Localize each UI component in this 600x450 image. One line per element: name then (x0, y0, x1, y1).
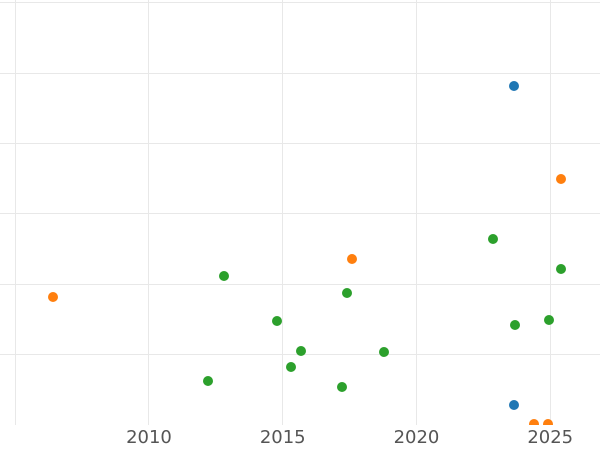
y-gridline (0, 213, 600, 215)
x-tick-label: 2020 (393, 427, 440, 448)
scatter-point-series-green (218, 270, 229, 281)
y-gridline (0, 143, 600, 145)
scatter-point-series-blue (509, 400, 520, 411)
scatter-point-series-green (555, 263, 566, 274)
y-gridline (0, 283, 600, 285)
x-tick-label: 2025 (527, 427, 574, 448)
scatter-point-series-green (341, 287, 352, 298)
scatter-point-series-green (379, 346, 390, 357)
plot-area (0, 0, 600, 425)
x-tick-label: 2015 (259, 427, 306, 448)
x-gridline (415, 0, 417, 425)
x-gridline (14, 0, 16, 425)
scatter-point-series-blue (509, 80, 520, 91)
scatter-point-series-orange (542, 419, 553, 425)
scatter-point-series-green (543, 315, 554, 326)
scatter-point-series-orange (347, 253, 358, 264)
y-gridline (0, 72, 600, 74)
scatter-point-series-orange (555, 173, 566, 184)
scatter-point-series-orange (47, 291, 58, 302)
scatter-point-series-green (202, 375, 213, 386)
scatter-point-series-orange (529, 419, 540, 425)
scatter-point-series-green (487, 234, 498, 245)
scatter-point-series-green (336, 382, 347, 392)
x-gridline (148, 0, 150, 425)
x-gridline (282, 0, 284, 425)
scatter-point-series-green (272, 315, 283, 326)
scatter-point-series-green (296, 346, 307, 357)
scatter-point-series-green (285, 362, 296, 373)
y-gridline (0, 2, 600, 4)
scatter-point-series-green (510, 320, 521, 331)
x-tick-label: 2010 (126, 427, 172, 448)
x-gridline (549, 0, 551, 425)
